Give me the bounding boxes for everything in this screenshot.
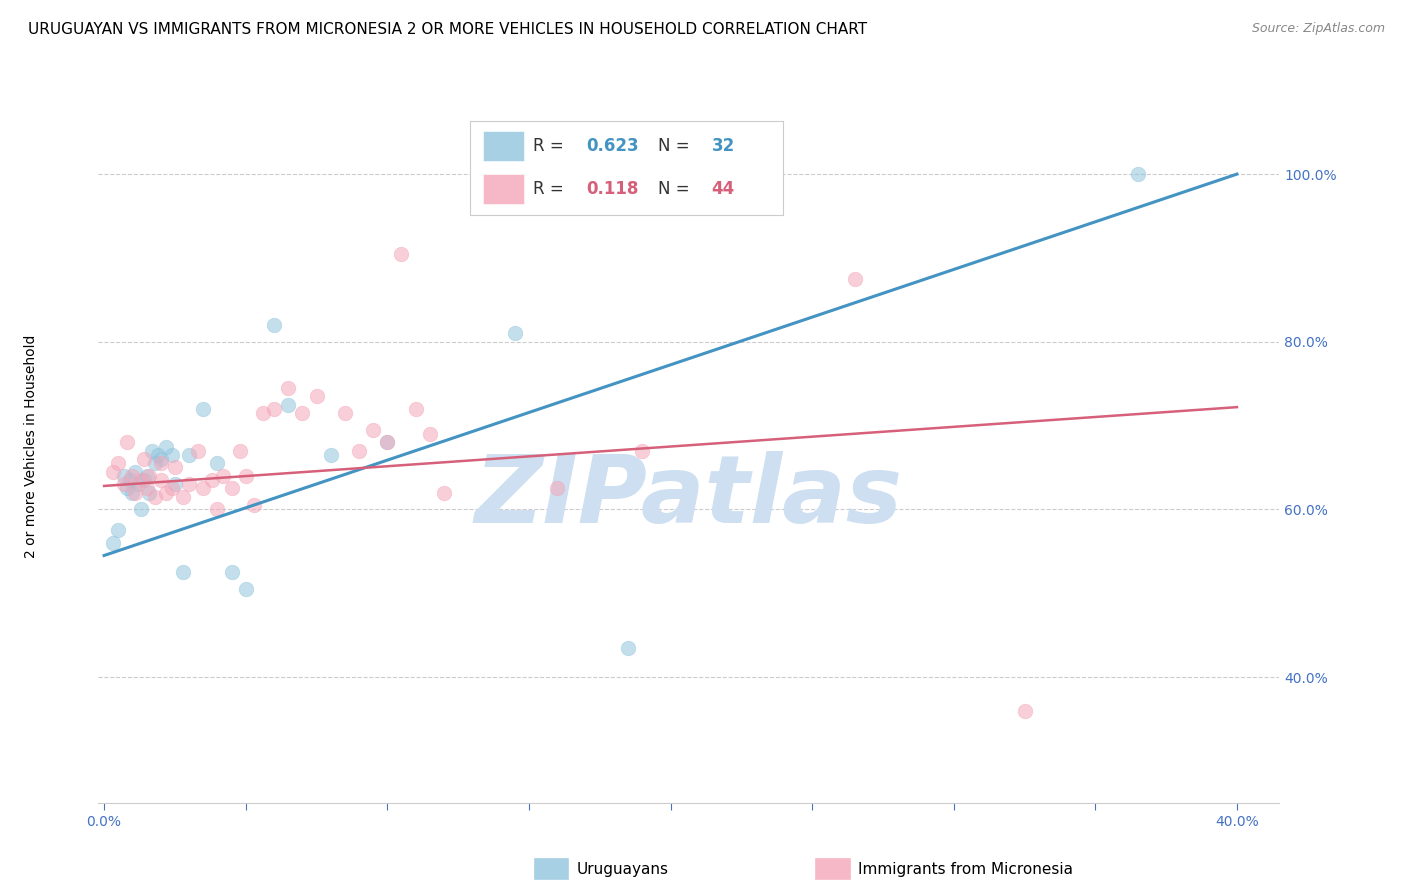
Point — [631, 443, 654, 458]
Point — [207, 456, 229, 470]
Point — [391, 246, 413, 260]
Point — [121, 468, 143, 483]
Point — [503, 326, 526, 341]
Point — [221, 482, 243, 496]
Point — [263, 318, 285, 332]
Point — [319, 448, 342, 462]
Point — [305, 389, 328, 403]
Point — [405, 401, 427, 416]
Point — [243, 498, 266, 512]
Point — [155, 440, 177, 454]
Point — [141, 443, 163, 458]
Point — [1126, 167, 1149, 181]
Point — [333, 406, 356, 420]
Point — [201, 473, 224, 487]
Point — [617, 640, 640, 655]
Point — [149, 452, 172, 467]
Text: Source: ZipAtlas.com: Source: ZipAtlas.com — [1251, 22, 1385, 36]
Point — [193, 401, 215, 416]
Point — [347, 443, 370, 458]
Point — [143, 490, 166, 504]
Point — [101, 536, 124, 550]
Point — [177, 448, 200, 462]
Point — [252, 406, 274, 420]
Point — [419, 427, 441, 442]
Point — [124, 485, 146, 500]
Point — [132, 452, 155, 467]
Text: Uruguayans: Uruguayans — [576, 863, 668, 877]
Point — [433, 485, 456, 500]
Point — [129, 502, 152, 516]
Point — [263, 401, 285, 416]
Point — [124, 465, 146, 479]
Point — [160, 482, 183, 496]
Point — [155, 485, 177, 500]
Point — [187, 443, 209, 458]
Point — [149, 473, 172, 487]
Point — [1014, 704, 1036, 718]
Point — [163, 477, 186, 491]
Point — [135, 468, 157, 483]
Point — [135, 482, 157, 496]
Point — [235, 582, 257, 596]
Point — [844, 272, 866, 286]
Point — [163, 460, 186, 475]
Point — [138, 485, 160, 500]
Text: ZIPatlas: ZIPatlas — [475, 450, 903, 542]
Point — [172, 566, 194, 580]
Point — [132, 473, 155, 487]
Point — [127, 477, 149, 491]
Point — [143, 456, 166, 470]
Point — [291, 406, 314, 420]
Point — [177, 477, 200, 491]
Point — [146, 448, 169, 462]
Point — [207, 502, 229, 516]
Text: Immigrants from Micronesia: Immigrants from Micronesia — [858, 863, 1073, 877]
Point — [229, 443, 252, 458]
Point — [212, 468, 235, 483]
Point — [112, 468, 135, 483]
Point — [193, 482, 215, 496]
Point — [115, 435, 138, 450]
Point — [115, 482, 138, 496]
Text: 2 or more Vehicles in Household: 2 or more Vehicles in Household — [24, 334, 38, 558]
Point — [235, 468, 257, 483]
Text: URUGUAYAN VS IMMIGRANTS FROM MICRONESIA 2 OR MORE VEHICLES IN HOUSEHOLD CORRELAT: URUGUAYAN VS IMMIGRANTS FROM MICRONESIA … — [28, 22, 868, 37]
Point — [361, 423, 384, 437]
Point — [546, 482, 568, 496]
Point — [101, 465, 124, 479]
Point — [138, 468, 160, 483]
Point — [129, 473, 152, 487]
Point — [112, 477, 135, 491]
Point — [277, 398, 299, 412]
Point — [375, 435, 398, 450]
Point — [160, 448, 183, 462]
Point — [107, 456, 129, 470]
Point — [375, 435, 398, 450]
Point — [277, 381, 299, 395]
Point — [172, 490, 194, 504]
Point — [221, 566, 243, 580]
Point — [149, 456, 172, 470]
Point — [118, 473, 141, 487]
Point — [121, 485, 143, 500]
Point — [107, 524, 129, 538]
